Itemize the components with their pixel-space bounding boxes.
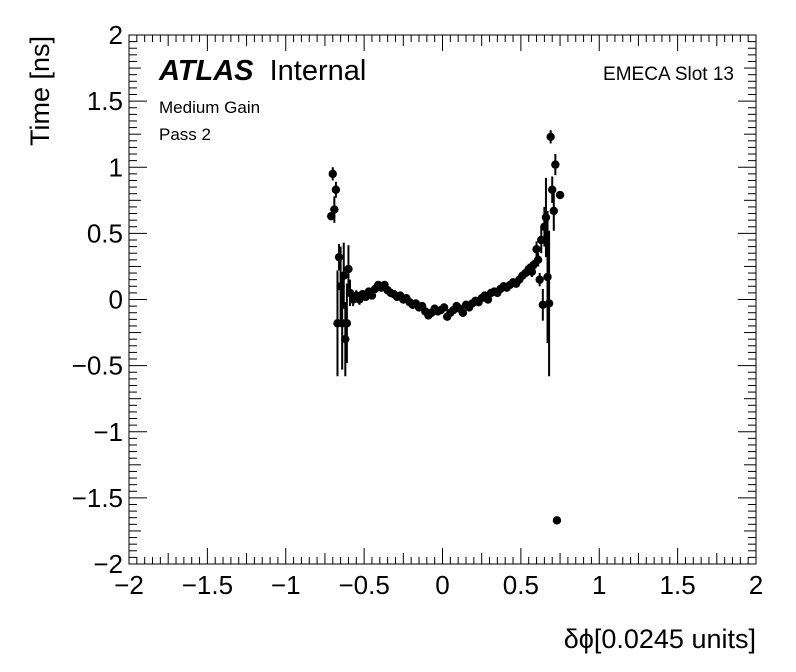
data-point xyxy=(483,295,493,304)
x-tick-label: −2 xyxy=(114,570,144,600)
data-point xyxy=(552,516,562,525)
data-point xyxy=(543,272,552,282)
tick-labels: −2 −1.5 −1 −0.5 0 0.5 1 1.5 2 −2 −1.5 −1 −0.5 0 0.5 1 1.… xyxy=(72,20,764,600)
y-tick-label: −0.5 xyxy=(72,351,123,381)
tick-marks xyxy=(128,34,757,565)
data-point xyxy=(535,275,544,284)
x-tick-label: −0.5 xyxy=(338,570,389,600)
data-point xyxy=(345,288,355,298)
data-point xyxy=(341,334,350,344)
pass-label: Pass 2 xyxy=(159,125,211,144)
y-tick-label: −1 xyxy=(93,417,123,447)
y-tick-label: 1 xyxy=(109,152,123,182)
atlas-bold-text: ATLAS xyxy=(158,55,254,87)
data-point xyxy=(344,264,353,274)
data-point xyxy=(541,213,551,222)
y-axis-label: Time [ns] xyxy=(25,36,55,146)
x-tick-label: 0.5 xyxy=(503,570,539,600)
data-point xyxy=(538,300,548,309)
plot-frame xyxy=(128,34,757,565)
atlas-internal-text: Internal xyxy=(270,55,367,87)
y-tick-label: 2 xyxy=(109,20,123,50)
y-tick-label: 1.5 xyxy=(87,86,123,116)
data-point xyxy=(537,235,546,245)
slot-label: EMECA Slot 13 xyxy=(603,64,734,85)
data-point xyxy=(327,211,336,221)
data-point xyxy=(532,245,541,254)
x-axis-label: δϕ[0.0245 units] xyxy=(564,624,756,654)
data-point xyxy=(549,206,558,216)
x-tick-label: 1 xyxy=(592,570,606,600)
y-tick-label: 0.5 xyxy=(87,218,123,248)
data-point xyxy=(331,185,341,194)
data-point xyxy=(546,132,555,142)
data-point xyxy=(367,291,377,300)
data-point xyxy=(551,160,560,169)
data-point xyxy=(555,190,565,200)
y-tick-label: −1.5 xyxy=(72,483,123,513)
data-point xyxy=(548,185,557,194)
x-tick-label: 2 xyxy=(749,570,763,600)
y-tick-label: −2 xyxy=(93,549,123,579)
gain-label: Medium Gain xyxy=(159,98,260,117)
x-tick-label: −1 xyxy=(271,570,301,600)
y-tick-label: 0 xyxy=(109,285,123,315)
x-tick-label: −1.5 xyxy=(182,570,233,600)
data-point xyxy=(342,319,352,328)
x-tick-label: 1.5 xyxy=(660,570,696,600)
x-tick-label: 0 xyxy=(435,570,449,600)
data-point xyxy=(458,308,468,317)
data-point xyxy=(328,169,337,179)
data-point xyxy=(544,299,554,308)
data-points xyxy=(327,130,565,525)
data-point xyxy=(533,255,543,265)
data-point xyxy=(330,205,339,214)
data-point xyxy=(439,303,449,312)
atlas-label: ATLAS Internal xyxy=(158,55,366,87)
data-point xyxy=(334,252,344,262)
data-point xyxy=(339,271,348,280)
